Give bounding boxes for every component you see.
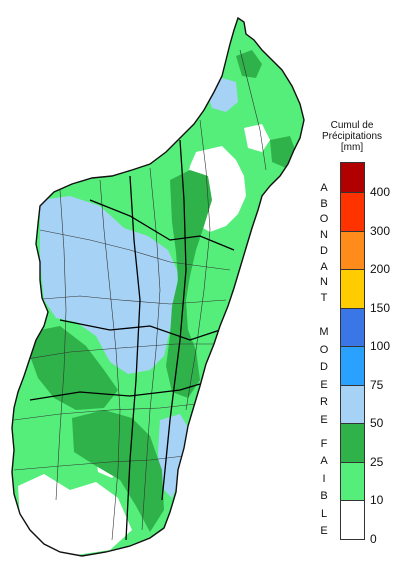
legend-title: Cumul de Précipitations [mm] [312,120,392,153]
zone-25-50-center [166,170,212,398]
legend-category-letter: O [319,213,329,226]
legend-category-letter: A [320,260,328,273]
legend-category-letter: F [320,438,328,450]
legend-tick-label: 50 [370,416,384,430]
legend-category-letter: D [320,244,328,257]
island-coastline [11,16,305,557]
legend-category-letter: I [322,472,326,485]
legend-swatch [340,230,365,269]
legend-tick-label: 25 [370,454,384,469]
zone-25-50-southwest [30,326,118,410]
legend-category-letter: N [320,276,328,289]
legend-category-letter: E [320,414,328,426]
legend-swatch [340,500,365,540]
legend-tick-label: 100 [370,339,391,353]
legend-category-letter: T [320,292,328,304]
legend-title-line-2: Précipitations [321,131,383,142]
legend-tick-label: 400 [370,185,391,199]
legend-category-letter: L [320,507,328,520]
legend-swatch [340,269,365,308]
zone-0-10-south [18,474,132,556]
legend-swatch [340,307,365,346]
legend-tick-label: 200 [370,262,391,276]
legend-swatch [340,346,365,385]
legend-category-letter: B [320,197,328,210]
legend-tick-label: 300 [370,223,391,238]
zone-50-75-south [158,414,192,498]
legend-tick-label: 0 [370,531,377,546]
legend-category-letter: E [320,525,328,537]
region-boundaries [29,139,235,541]
legend-swatch [340,192,365,231]
legend-color-bar [340,162,365,540]
legend-category-letter: E [320,378,328,391]
legend-tick-label: 75 [370,377,384,392]
legend-category-letter: B [320,490,328,503]
legend-tick-label: 10 [370,493,384,507]
legend-swatch [340,162,365,192]
madagascar-island [11,16,305,557]
legend-swatch [340,461,365,500]
legend-category-letter: A [320,182,328,194]
zone-50-75-west [40,196,178,374]
legend-category-letter: A [320,455,328,468]
legend-title-line-3: [mm] [340,142,364,153]
legend-category-letter: O [319,343,329,356]
legend-tick-label: 150 [370,300,391,315]
zone-25-50-north [236,50,262,78]
legend-swatch [340,423,365,462]
district-boundaries [13,49,267,541]
legend-category-letter: R [320,396,328,409]
zone-0-10-northeast [244,124,270,152]
legend-title-line-1: Cumul de [330,120,374,131]
legend-swatch [340,384,365,423]
legend-category-letter: M [319,326,329,338]
legend-category-letter: D [320,361,328,374]
legend-category-letter: N [320,229,328,242]
